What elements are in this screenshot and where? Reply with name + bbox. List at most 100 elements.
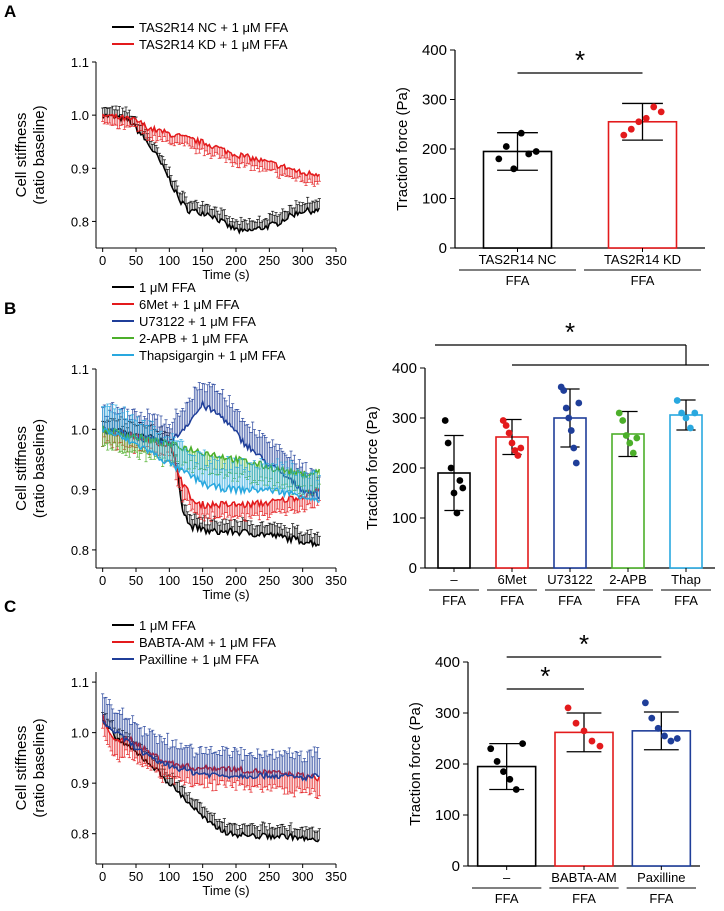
data-point: [459, 484, 467, 492]
y-axis-title-line1: Cell stiffness: [13, 726, 30, 811]
x-tick-label: 200: [225, 573, 247, 588]
legend-label: Thapsigargin + 1 μM FFA: [139, 348, 286, 363]
data-point: [506, 775, 514, 783]
data-point: [661, 732, 668, 740]
y-axis-title-line2: (ratio baseline): [31, 718, 48, 817]
y-axis-title: Traction force (Pa): [407, 702, 424, 826]
x-tick-label: 200: [225, 253, 247, 268]
data-point: [596, 742, 604, 750]
x-category-label: TAS2R14 NC: [479, 252, 557, 267]
significance-0: *: [517, 45, 643, 75]
x-tick-label: 50: [129, 573, 143, 588]
x-tick-label: 0: [99, 869, 106, 884]
y-tick-label: 0: [439, 240, 447, 257]
legend-label: 2-APB + 1 μM FFA: [139, 331, 248, 346]
y-axis-title-line2: (ratio baseline): [31, 105, 48, 204]
x-category-label: –: [503, 870, 511, 885]
significance-0: *: [435, 317, 709, 366]
series-2: [101, 693, 321, 782]
y-axis-title-line1: Cell stiffness: [13, 113, 30, 198]
y-tick-label: 0: [409, 560, 417, 577]
x-tick-label: 300: [292, 869, 314, 884]
legend-label: BABTA-AM + 1 μM FFA: [139, 635, 276, 650]
y-tick-label: 0.8: [71, 543, 89, 558]
data-point: [615, 409, 623, 417]
panel-label-c: C: [4, 597, 16, 616]
y-axis-title-line2: (ratio baseline): [31, 419, 48, 518]
data-point: [687, 424, 694, 432]
series-line: [102, 112, 320, 235]
bar-group-1: [554, 704, 614, 867]
bar-chart-b: 0 100 200 300 400 Traction force (Pa) – FFA 6Met…: [364, 317, 715, 608]
significance-star: *: [579, 629, 589, 659]
series-line: [101, 425, 320, 481]
x-category-label: Thap: [671, 572, 701, 587]
data-point: [620, 131, 628, 139]
data-point: [444, 439, 452, 447]
y-tick-label: 1.1: [71, 55, 89, 70]
series-line: [102, 427, 320, 503]
data-point: [517, 444, 525, 452]
x-tick-label: 350: [325, 253, 347, 268]
data-point: [512, 786, 520, 793]
line-chart-b: 0 50 100 150 200 250 300 350 0.8 0.9 1.0 1.1 Time (s…: [13, 280, 347, 602]
x-tick-label: 200: [225, 869, 247, 884]
y-tick-label: 1.0: [71, 726, 89, 741]
x-tick-label: 300: [292, 573, 314, 588]
x-tick-label: 250: [258, 869, 280, 884]
bar: [631, 730, 692, 867]
x-category-label: 2-APB: [609, 572, 647, 587]
data-point: [510, 165, 518, 173]
data-point: [567, 427, 575, 434]
bar: [669, 414, 703, 569]
data-point: [635, 118, 643, 126]
x-category-sublabel: FFA: [506, 273, 530, 288]
significance-star: *: [575, 45, 585, 75]
x-axis-title: Time (s): [202, 587, 249, 602]
x-category-label: –: [450, 572, 458, 587]
data-point: [502, 143, 510, 150]
data-point: [493, 758, 501, 765]
data-point: [453, 509, 461, 517]
legend-label: 1 μM FFA: [139, 280, 196, 295]
data-point: [619, 417, 627, 424]
y-tick-label: 400: [422, 42, 447, 59]
data-point: [588, 737, 596, 745]
y-tick-label: 1.0: [71, 422, 89, 437]
y-tick-label: 0.9: [71, 776, 89, 791]
y-tick-label: 300: [422, 92, 447, 109]
significance-0: *: [506, 661, 584, 691]
x-category-sublabel: FFA: [500, 593, 524, 608]
line-chart-c: 0 50 100 150 200 250 300 350 0.8 0.9 1.0 1.1 Time (s…: [13, 618, 347, 898]
y-tick-label: 0.9: [71, 483, 89, 498]
series-line: [102, 428, 320, 548]
y-tick-label: 200: [392, 460, 417, 477]
data-point: [641, 699, 649, 707]
y-tick-label: 1.1: [71, 675, 89, 690]
x-axis-title: Time (s): [202, 267, 249, 282]
data-point: [447, 464, 455, 472]
y-tick-label: 300: [435, 705, 460, 722]
data-point: [691, 409, 699, 417]
data-point: [495, 155, 503, 163]
y-tick-label: 0.9: [71, 161, 89, 176]
y-tick-label: 400: [392, 360, 417, 377]
data-point: [657, 108, 665, 116]
series-line: [101, 719, 320, 843]
y-tick-label: 100: [435, 807, 460, 824]
data-point: [575, 399, 583, 407]
x-category-label: BABTA-AM: [551, 870, 617, 885]
data-point: [580, 727, 588, 735]
data-point: [532, 148, 540, 155]
data-point: [673, 397, 681, 404]
x-tick-label: 100: [158, 869, 180, 884]
data-point: [525, 150, 533, 158]
y-tick-label: 100: [392, 510, 417, 527]
significance-1: *: [506, 629, 662, 659]
legend-label: Paxilline + 1 μM FFA: [139, 652, 259, 667]
data-point: [673, 735, 681, 742]
bar-group-1: [607, 102, 678, 249]
x-category-sublabel: FFA: [442, 593, 466, 608]
data-point: [519, 740, 527, 747]
